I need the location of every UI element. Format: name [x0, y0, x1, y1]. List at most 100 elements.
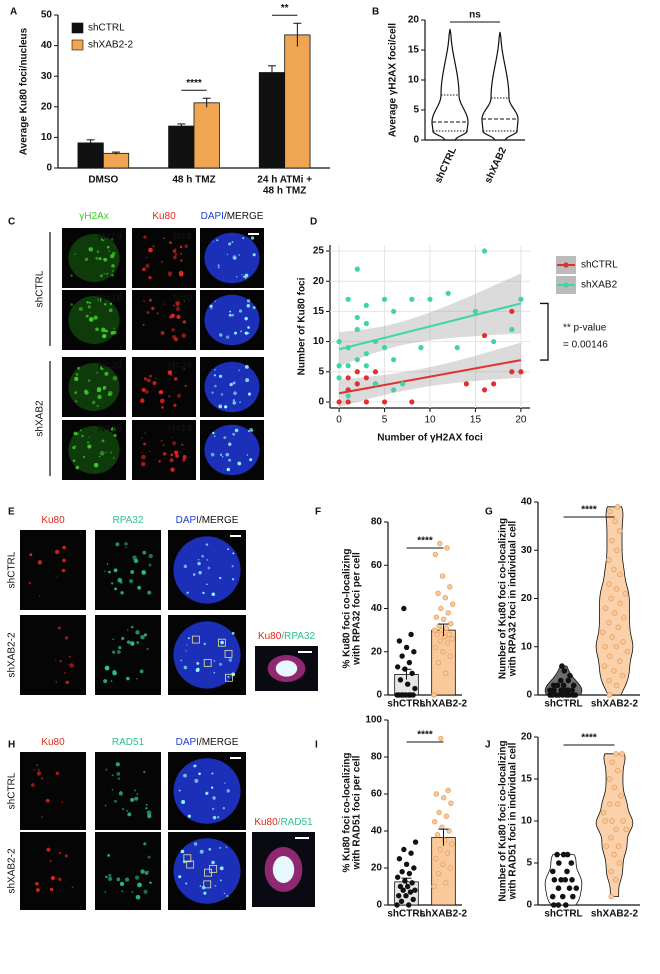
focus: [141, 451, 143, 454]
focus: [211, 772, 214, 775]
focus: [247, 430, 250, 433]
data-point: [615, 767, 621, 774]
column-header: Ku80: [41, 737, 65, 748]
focus: [198, 571, 202, 575]
focus: [104, 570, 106, 572]
focus: [247, 326, 250, 329]
count-label: N=0: [173, 294, 192, 305]
focus: [77, 366, 80, 370]
focus: [251, 429, 254, 432]
error-bar: [202, 97, 211, 108]
focus: [113, 568, 118, 573]
focus: [147, 871, 149, 873]
focus: [227, 548, 230, 551]
data-point: [615, 624, 622, 631]
focus: [140, 398, 145, 403]
focus: [151, 306, 155, 311]
nucleus: [173, 536, 241, 604]
focus: [180, 443, 184, 446]
focus: [205, 791, 209, 795]
data-point: [560, 682, 567, 689]
data-point: [454, 345, 460, 351]
focus: [143, 633, 147, 637]
focus: [182, 458, 186, 462]
focus: [170, 374, 173, 377]
focus: [181, 800, 186, 804]
significance-label: ****: [186, 78, 202, 89]
panel-letter: F: [315, 507, 321, 518]
focus: [219, 576, 222, 580]
focus: [172, 249, 177, 253]
bar: [258, 72, 286, 169]
focus: [79, 429, 82, 432]
focus: [228, 458, 232, 462]
data-point: [616, 658, 623, 665]
significance-label: ****: [417, 730, 433, 741]
focus: [247, 392, 252, 396]
data-point: [606, 776, 613, 782]
focus: [37, 560, 43, 565]
y-tick-label: 10: [521, 641, 533, 652]
roi-box: [203, 659, 212, 667]
y-tick-label: 10: [41, 132, 53, 143]
focus: [112, 375, 118, 381]
trend-line: [338, 359, 522, 395]
y-axis-label: Number of Ku80 foci co-localizing: [498, 518, 509, 679]
focus: [213, 672, 216, 674]
focus: [130, 641, 135, 646]
focus: [231, 313, 235, 317]
focus: [110, 427, 116, 432]
data-point: [409, 880, 415, 886]
data-point: [407, 889, 414, 895]
focus: [199, 885, 202, 887]
confidence-band: [339, 342, 521, 408]
count-label: N=24: [168, 361, 193, 372]
focus: [183, 564, 187, 569]
focus: [41, 815, 44, 818]
y-tick-label: 10: [521, 816, 533, 827]
y-tick-label: 30: [41, 71, 53, 82]
data-point: [438, 605, 444, 612]
focus: [208, 847, 212, 851]
focus: [96, 404, 99, 408]
inset-label: Ku80/RAD51: [254, 817, 313, 828]
group-label: shCTRL: [7, 551, 18, 588]
focus: [194, 778, 199, 783]
focus: [99, 274, 103, 278]
focus: [118, 791, 123, 796]
focus: [233, 391, 237, 396]
focus: [184, 384, 187, 388]
data-point: [449, 636, 455, 642]
y-tick-label: 20: [521, 732, 533, 743]
focus: [64, 854, 68, 858]
data-point: [610, 566, 617, 573]
panel-letter: D: [310, 217, 317, 228]
focus: [36, 764, 39, 767]
data-point: [611, 784, 618, 791]
focus: [152, 245, 155, 248]
focus: [169, 458, 174, 463]
data-point: [336, 338, 342, 345]
focus: [65, 680, 69, 685]
column-header-part: Ku80: [152, 211, 176, 222]
data-point: [555, 902, 562, 908]
y-tick-label: 40: [371, 603, 383, 614]
data-point: [394, 902, 400, 908]
data-point: [565, 677, 572, 684]
data-point: [509, 326, 515, 333]
focus: [135, 630, 140, 635]
data-point: [613, 547, 620, 554]
focus: [87, 444, 92, 449]
focus: [192, 573, 196, 576]
focus: [177, 393, 182, 398]
data-point: [619, 750, 625, 757]
focus: [195, 668, 200, 673]
focus: [124, 877, 130, 882]
focus: [229, 310, 232, 313]
focus: [148, 563, 152, 567]
nucleus-signal: [68, 234, 120, 282]
column-header-part: /MERGE: [224, 211, 264, 222]
nucleus-signal: [68, 426, 120, 474]
data-point: [407, 692, 414, 698]
focus: [49, 860, 52, 862]
